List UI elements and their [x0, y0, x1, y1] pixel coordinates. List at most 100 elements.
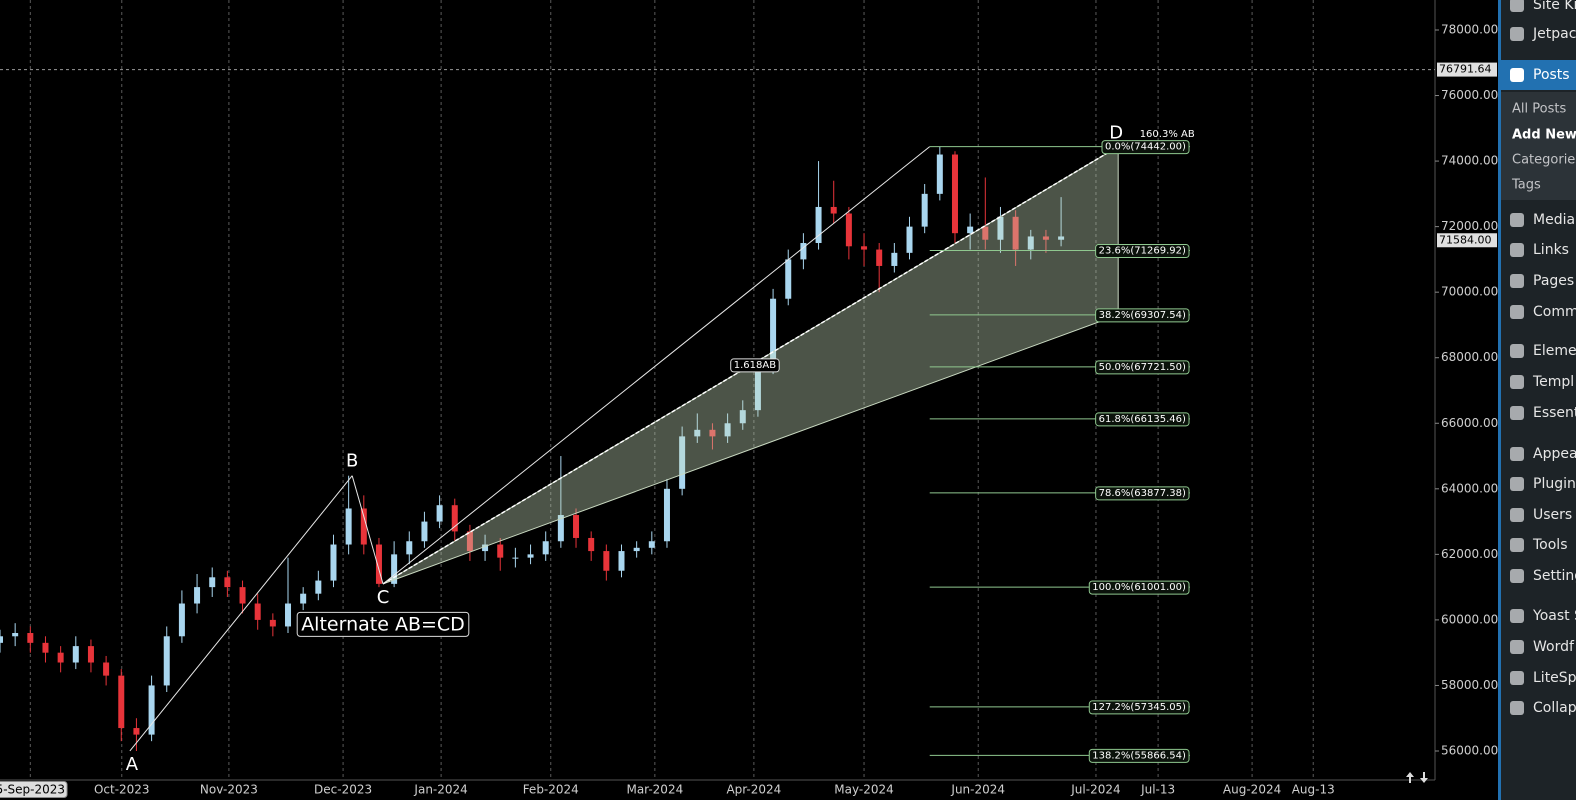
candle-body	[466, 531, 473, 552]
pattern-point-label: D	[1109, 123, 1123, 144]
price-marker-box	[1437, 62, 1497, 77]
price-marker-label: 71584.00	[1439, 233, 1492, 246]
x-tick-label: Aug-2024	[1223, 783, 1281, 797]
menu-item[interactable]: Setting	[1533, 568, 1576, 584]
menu-icon[interactable]	[1510, 609, 1524, 623]
menu-icon[interactable]	[1510, 701, 1524, 715]
menu-item[interactable]: Users	[1533, 507, 1572, 523]
fib-level-label: 38.2%(69307.54)	[1099, 310, 1186, 321]
candle-body	[421, 521, 428, 542]
menu-icon[interactable]	[1510, 508, 1524, 522]
scroll-arrows[interactable]	[1406, 772, 1428, 783]
y-tick-label: 66000.00	[1441, 416, 1498, 430]
menu-item[interactable]: Site Ki	[1533, 0, 1576, 13]
submenu-item[interactable]: Categories	[1512, 153, 1576, 168]
arrow-up[interactable]	[1406, 772, 1414, 783]
menu-icon[interactable]	[1510, 68, 1524, 82]
menu-icon[interactable]	[1510, 213, 1524, 227]
menu-icon[interactable]	[1510, 375, 1524, 389]
candle-body	[103, 662, 110, 676]
candle-body	[906, 226, 913, 253]
submenu-item[interactable]: Add New P	[1512, 128, 1576, 143]
candle-body	[482, 544, 489, 552]
menu-item[interactable]: Comm	[1533, 304, 1576, 320]
annotation-box	[730, 358, 780, 373]
x-tick-label: Feb-2024	[523, 783, 579, 797]
candle-body	[724, 423, 731, 437]
menu-icon[interactable]	[1510, 274, 1524, 288]
pattern-point-label: B	[346, 451, 358, 472]
submenu-item[interactable]: Tags	[1511, 178, 1541, 193]
menu-item[interactable]: Appea	[1533, 446, 1576, 462]
candle-body	[861, 246, 868, 250]
fib-label-box	[1095, 412, 1190, 427]
pattern-leg	[351, 475, 384, 584]
candle-body	[436, 505, 443, 522]
menu-item[interactable]: LiteSp	[1533, 670, 1576, 686]
menu-icon[interactable]	[1510, 0, 1524, 12]
menu-item[interactable]: Essent	[1533, 405, 1576, 421]
candle-body	[845, 213, 852, 247]
candle-body	[391, 554, 398, 584]
menu-item[interactable]: Tools	[1532, 537, 1568, 553]
candle-body	[451, 505, 458, 532]
candle-body	[239, 587, 246, 604]
candle-body	[754, 367, 761, 411]
candle-body	[709, 429, 716, 437]
menu-icon[interactable]	[1510, 243, 1524, 257]
menu-item[interactable]: Yoast S	[1532, 608, 1576, 624]
y-tick-label: 62000.00	[1441, 547, 1498, 561]
arrow-down[interactable]	[1420, 772, 1428, 783]
x-tick-label: Jan-2024	[413, 783, 467, 797]
pattern-title: Alternate AB=CD	[301, 613, 465, 635]
menu-item[interactable]: Wordf	[1533, 639, 1575, 655]
menu-icon[interactable]	[1510, 671, 1524, 685]
x-tick-label: May-2024	[834, 783, 893, 797]
menu-item[interactable]: Eleme	[1533, 343, 1576, 359]
menu-icon[interactable]	[1510, 477, 1524, 491]
candle-body	[573, 515, 580, 538]
menu-icon[interactable]	[1510, 344, 1524, 358]
y-tick-label: 68000.00	[1441, 350, 1498, 364]
menu-icon[interactable]	[1510, 406, 1524, 420]
candle-body	[603, 551, 610, 571]
menu-icon[interactable]	[1510, 538, 1524, 552]
candle-body	[694, 429, 701, 437]
candle-body	[876, 249, 883, 266]
x-tick-label: Jun-2024	[950, 783, 1005, 797]
candle-body	[178, 603, 185, 637]
candle-body	[891, 252, 898, 266]
menu-item[interactable]: Media	[1533, 212, 1575, 228]
candle-body	[224, 577, 231, 588]
menu-item[interactable]: Collap	[1533, 700, 1576, 716]
menu-item[interactable]: Jetpac	[1532, 26, 1576, 42]
x-tick-label: Aug-13	[1292, 783, 1335, 797]
candle-body	[527, 554, 534, 558]
menu-icon[interactable]	[1510, 569, 1524, 583]
x-tick-label: Nov-2023	[200, 783, 258, 797]
annotation: 160.3% AB	[1140, 129, 1195, 140]
candle-body	[497, 544, 504, 558]
candle-body	[785, 259, 792, 299]
submenu-item[interactable]: All Posts	[1512, 102, 1566, 117]
menu-item[interactable]: Templ	[1532, 374, 1574, 390]
menu-item[interactable]: Pages	[1533, 273, 1574, 289]
price-marker-label: 76791.64	[1439, 63, 1492, 76]
x-tick-label: Jul-13	[1140, 783, 1175, 797]
x-tick-label: Oct-2023	[94, 783, 150, 797]
menu-icon[interactable]	[1510, 447, 1524, 461]
menu-item[interactable]: Plugin	[1533, 476, 1576, 492]
y-tick-label: 56000.00	[1441, 743, 1498, 757]
menu-icon[interactable]	[1510, 640, 1524, 654]
y-tick-label: 74000.00	[1441, 154, 1498, 168]
candle-body	[27, 633, 34, 643]
candle-body	[315, 580, 322, 594]
menu-item[interactable]: Posts	[1533, 67, 1570, 83]
menu-item[interactable]: Links	[1533, 242, 1569, 258]
candle-body	[542, 541, 549, 555]
menu-icon[interactable]	[1510, 27, 1524, 41]
fib-level-label: 0.0%(74442.00)	[1105, 142, 1186, 153]
menu-icon[interactable]	[1510, 305, 1524, 319]
candle-body	[815, 206, 822, 244]
